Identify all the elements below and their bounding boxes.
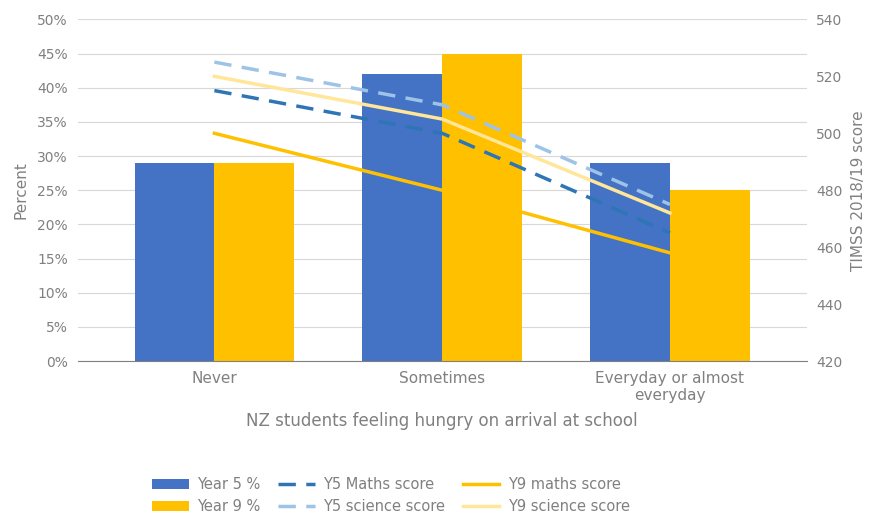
Legend: Year 5 %, Year 9 %, Y5 Maths score, Y5 science score, Y9 maths score, Y9 science: Year 5 %, Year 9 %, Y5 Maths score, Y5 s… bbox=[146, 471, 636, 520]
Bar bbox=[215, 163, 294, 361]
Y-axis label: Percent: Percent bbox=[14, 161, 29, 219]
X-axis label: NZ students feeling hungry on arrival at school: NZ students feeling hungry on arrival at… bbox=[246, 412, 638, 430]
Bar bbox=[135, 163, 215, 361]
Bar bbox=[590, 163, 670, 361]
Y-axis label: TIMSS 2018/19 score: TIMSS 2018/19 score bbox=[851, 110, 866, 271]
Bar bbox=[442, 54, 522, 361]
Bar bbox=[670, 190, 750, 361]
Bar bbox=[363, 74, 442, 361]
